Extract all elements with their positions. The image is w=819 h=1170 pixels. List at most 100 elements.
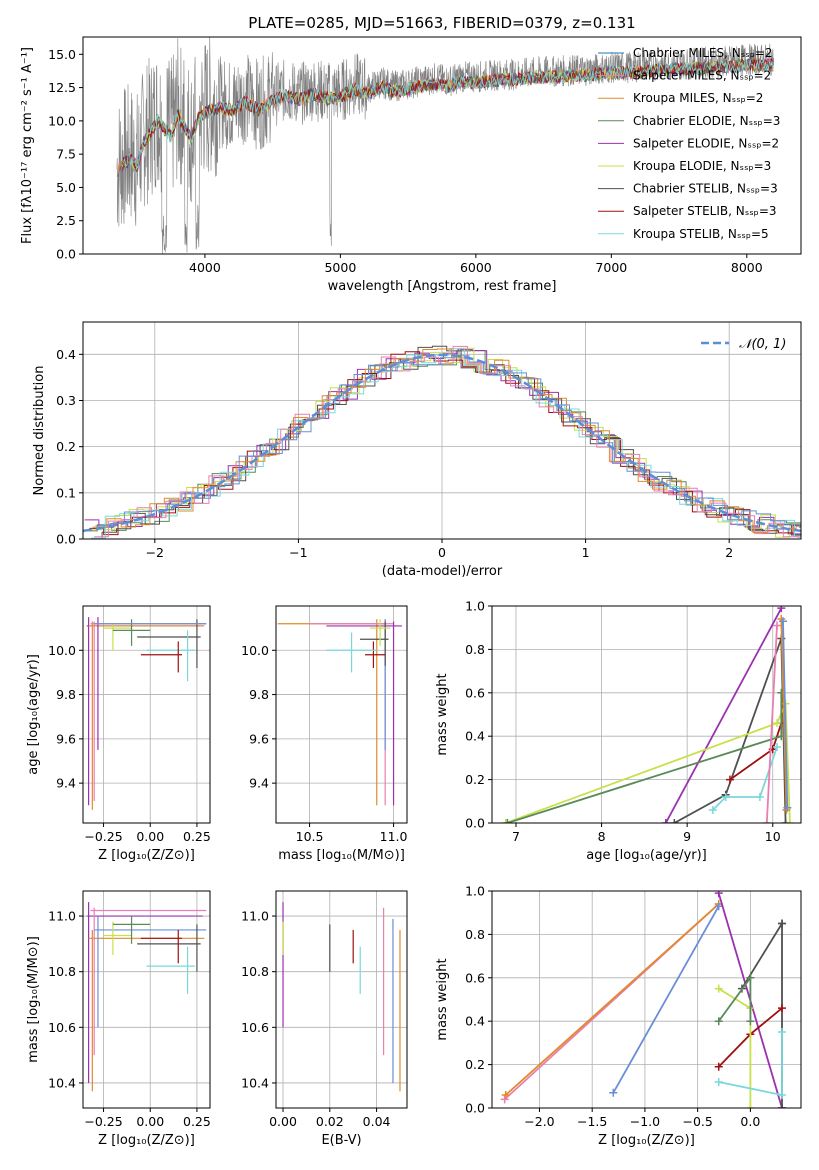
x-axis-label: (data-model)/error bbox=[382, 564, 503, 579]
plus-marker bbox=[501, 1090, 510, 1099]
model-spectrum-line bbox=[122, 57, 774, 168]
axes-frame bbox=[275, 890, 408, 1109]
plus-marker bbox=[773, 743, 782, 752]
x-tick-label: −0.5 bbox=[682, 1114, 712, 1129]
plus-marker bbox=[725, 775, 734, 784]
y-tick-label: 1.0 bbox=[465, 884, 485, 899]
plot-area bbox=[282, 902, 401, 1092]
plus-marker bbox=[783, 803, 792, 812]
y-tick-label: 10.0 bbox=[241, 643, 269, 658]
x-tick-label: −2 bbox=[146, 545, 164, 560]
y-tick-label: 10.4 bbox=[48, 1075, 76, 1090]
model-spectrum-line bbox=[122, 58, 774, 169]
plus-marker bbox=[714, 984, 723, 993]
legend-entry: Kroupa ELODIE, Nₛₛₚ=3 bbox=[633, 159, 771, 173]
y-tick-label: 0.2 bbox=[465, 772, 485, 787]
plus-marker bbox=[778, 919, 787, 928]
plus-marker bbox=[746, 1104, 755, 1108]
y-tick-label: 9.6 bbox=[56, 731, 76, 746]
y-tick-label: 5.0 bbox=[56, 180, 76, 195]
x-tick-label: 9 bbox=[683, 829, 691, 844]
y-tick-label: 10.0 bbox=[48, 643, 76, 658]
x-axis-label: age [log₁₀(age/yr)] bbox=[586, 848, 707, 863]
plus-marker bbox=[670, 819, 679, 823]
x-axis-label: mass [log₁₀(M/M⊙)] bbox=[278, 848, 405, 863]
y-axis-label: mass weight bbox=[435, 958, 450, 1040]
axes-frame bbox=[82, 605, 211, 824]
y-tick-label: 10.6 bbox=[48, 1020, 76, 1035]
legend-entry: Salpeter ELODIE, Nₛₛₚ=2 bbox=[633, 136, 779, 150]
x-axis-label: Z [log₁₀(Z/Z⊙)] bbox=[598, 1133, 695, 1148]
x-tick-label: 11.0 bbox=[380, 829, 408, 844]
y-tick-label: 0.3 bbox=[56, 393, 76, 408]
plus-marker bbox=[708, 805, 717, 814]
y-tick-label: 0.2 bbox=[465, 1057, 485, 1072]
x-tick-label: 0.00 bbox=[136, 1114, 164, 1129]
panel-mass-vs-ebv: 0.00 0.02 0.04 10.4 10.6 10.8 11.0 E(B-V) bbox=[241, 890, 408, 1148]
legend-entry: Salpeter STELIB, Nₛₛₚ=3 bbox=[633, 204, 777, 218]
y-tick-label: 0.0 bbox=[465, 1101, 485, 1116]
y-tick-label: 9.4 bbox=[249, 776, 269, 791]
panel-mass-vs-Z: −0.25 0.00 0.25 10.4 10.6 10.8 11.0 Z [log₁₀(Z/… bbox=[26, 890, 211, 1148]
plus-marker bbox=[714, 1062, 723, 1071]
y-tick-label: 1.0 bbox=[465, 599, 485, 614]
x-tick-label: 6000 bbox=[460, 260, 492, 275]
legend-entry: Chabrier ELODIE, Nₛₛₚ=3 bbox=[633, 114, 780, 128]
histogram-steps bbox=[95, 355, 801, 528]
panel-massweight-vs-Z: −2.0 −1.5 −1.0 −0.5 0.0 0.0 0.2 0.4 0.6 0.8 1.0 Z [… bbox=[435, 884, 802, 1148]
y-tick-label: 10.4 bbox=[241, 1075, 269, 1090]
x-tick-label: 0 bbox=[438, 545, 446, 560]
plus-marker bbox=[779, 617, 788, 626]
mass-weight-line bbox=[505, 703, 791, 823]
y-tick-label: 0.4 bbox=[56, 347, 76, 362]
y-tick-label: 10.8 bbox=[241, 964, 269, 979]
plus-marker bbox=[714, 902, 723, 911]
chart-title: PLATE=0285, MJD=51663, FIBERID=0379, z=0… bbox=[248, 14, 635, 32]
x-tick-label: 5000 bbox=[324, 260, 356, 275]
axes-frame bbox=[82, 890, 211, 1109]
x-tick-label: −1.5 bbox=[577, 1114, 607, 1129]
model-spectrum-line bbox=[121, 58, 774, 173]
x-tick-label: 7000 bbox=[595, 260, 627, 275]
x-tick-label: 4000 bbox=[189, 260, 221, 275]
x-axis-label: Z [log₁₀(Z/Z⊙)] bbox=[98, 848, 195, 863]
mass-weight-line bbox=[765, 625, 778, 823]
plus-marker bbox=[778, 1104, 787, 1108]
y-tick-label: 0.4 bbox=[465, 729, 485, 744]
mass-weight-line bbox=[718, 987, 752, 1108]
x-tick-label: 0.25 bbox=[183, 1114, 211, 1129]
y-tick-label: 10.6 bbox=[241, 1020, 269, 1035]
mass-weight-line bbox=[782, 621, 789, 808]
plus-marker bbox=[609, 1088, 618, 1097]
plot-area bbox=[116, 37, 775, 254]
histogram-steps bbox=[89, 351, 801, 536]
x-tick-label: −1 bbox=[289, 545, 307, 560]
plus-marker bbox=[721, 792, 730, 801]
plus-marker bbox=[746, 1017, 755, 1026]
histogram-steps bbox=[83, 350, 801, 532]
x-tick-label: −0.25 bbox=[84, 829, 122, 844]
y-tick-label: 7.5 bbox=[56, 147, 76, 162]
plot-area bbox=[86, 902, 207, 1092]
mass-weight-line bbox=[780, 618, 788, 811]
plus-marker bbox=[714, 891, 723, 898]
mass-weight-line bbox=[505, 903, 720, 1096]
x-tick-label: 0.02 bbox=[316, 1114, 344, 1129]
mass-weight-line bbox=[665, 607, 783, 823]
y-tick-label: 10.8 bbox=[48, 964, 76, 979]
panel-massweight-vs-age: 7 8 9 10 0.0 0.2 0.4 0.6 0.8 1.0 age [log₁₀(age/yr… bbox=[435, 599, 802, 863]
y-tick-label: 11.0 bbox=[241, 909, 269, 924]
plus-marker bbox=[501, 819, 510, 823]
plus-marker bbox=[773, 621, 782, 630]
x-tick-label: 0.04 bbox=[363, 1114, 391, 1129]
x-tick-label: 7 bbox=[512, 829, 520, 844]
mass-weight-line bbox=[712, 746, 778, 811]
x-tick-label: 0.0 bbox=[740, 1114, 760, 1129]
legend-entry: Kroupa STELIB, Nₛₛₚ=5 bbox=[633, 227, 769, 241]
x-tick-label: 10.5 bbox=[296, 829, 324, 844]
plus-marker bbox=[762, 819, 771, 823]
x-tick-label: 8 bbox=[598, 829, 606, 844]
x-tick-label: −1.0 bbox=[630, 1114, 660, 1129]
x-tick-label: 2 bbox=[725, 545, 733, 560]
y-tick-label: 15.0 bbox=[48, 47, 76, 62]
